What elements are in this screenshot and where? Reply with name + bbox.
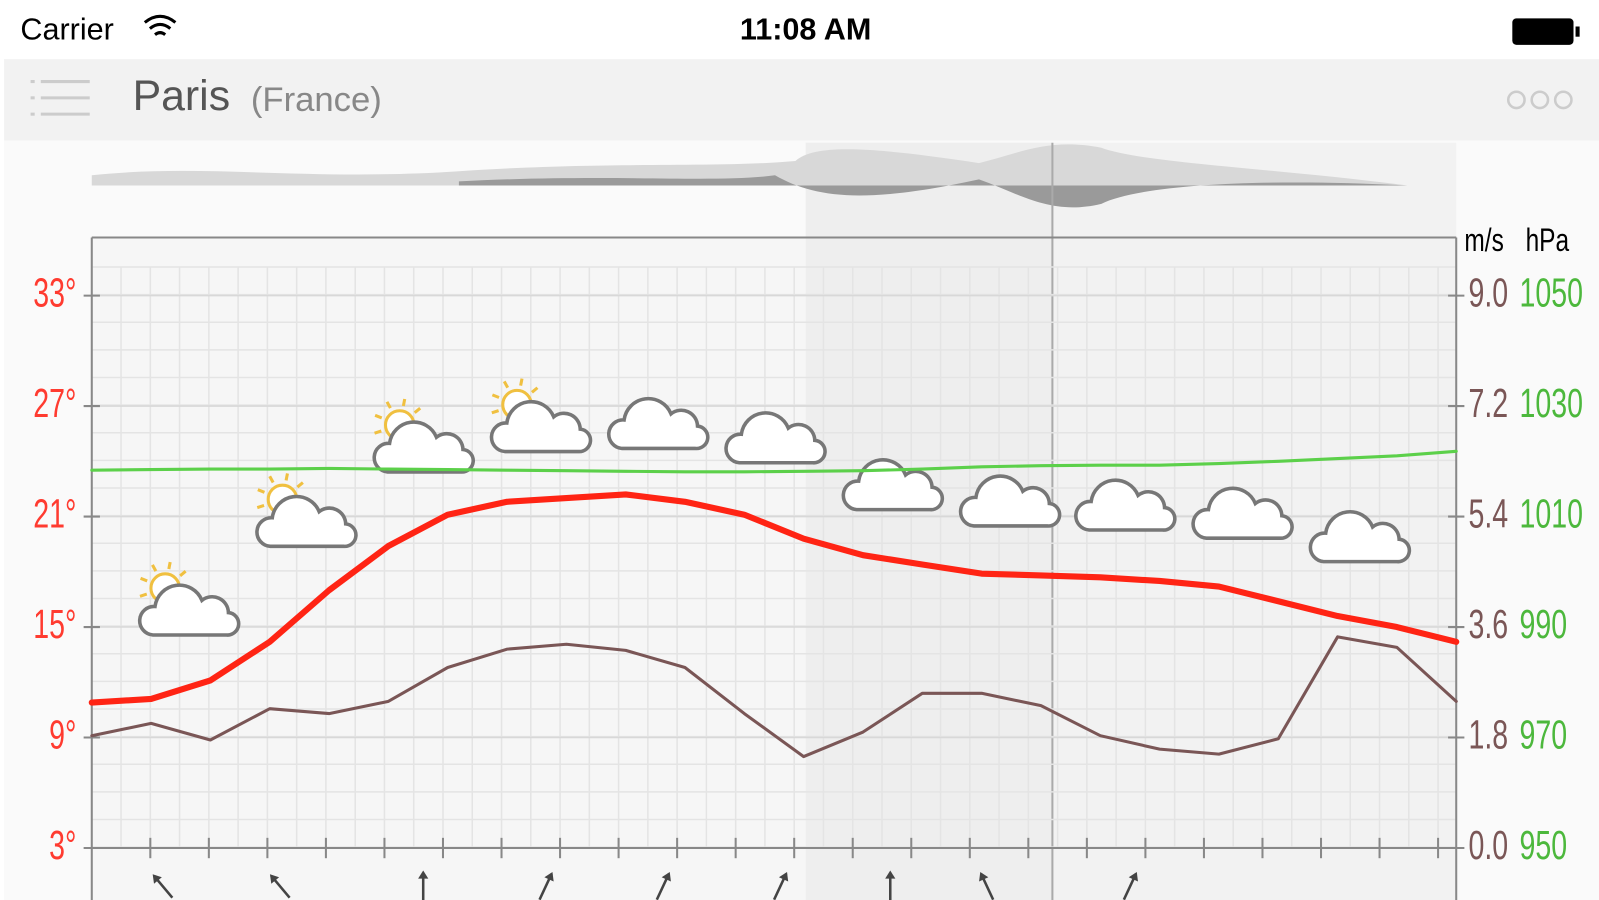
cloud: [958, 474, 1062, 528]
cloud: [489, 399, 593, 454]
y-tick-label: 27°: [33, 381, 76, 426]
y-tick-label: 3.6: [1468, 602, 1508, 647]
cloud: [1308, 510, 1412, 564]
data-line: [88, 491, 1460, 706]
cloud: [724, 411, 827, 465]
carrier: Carrier: [20, 13, 113, 47]
y-tick-label: 1050: [1519, 270, 1583, 315]
y-tick-label: 9°: [49, 712, 76, 757]
cloud: [372, 420, 475, 474]
day-band: [91, 237, 806, 900]
wind-arrow: [418, 870, 429, 900]
sun-ray: [491, 409, 500, 415]
sun-ray: [139, 576, 148, 583]
city-name: Paris: [133, 72, 231, 120]
battery-icon: [1512, 18, 1574, 45]
cloud: [1074, 478, 1177, 532]
y-tick-label: 1030: [1519, 381, 1583, 426]
wind-arrow: [1122, 871, 1138, 900]
cloud: [255, 494, 358, 549]
y-tick-label: 950: [1519, 823, 1567, 868]
precipitation-wave: [91, 144, 1408, 186]
nav-bar: [4, 59, 1599, 141]
clock: 11:08 AM: [740, 13, 871, 47]
sun-ray: [502, 380, 510, 389]
sun-ray: [519, 378, 524, 386]
cloud: [1191, 486, 1294, 540]
y-tick-label: 21°: [33, 491, 76, 536]
sun-ray: [284, 473, 289, 481]
wifi-icon: [143, 14, 177, 36]
y-tick-label: 33°: [33, 270, 76, 315]
y-tick-label: 1010: [1519, 491, 1583, 536]
wind-arrows: [152, 870, 1138, 900]
sun-ray: [268, 475, 275, 484]
precipitation-wave: [458, 175, 1408, 208]
sun-ray: [385, 401, 392, 409]
sun-ray: [151, 564, 158, 572]
sun-ray: [401, 398, 407, 407]
sun-ray: [413, 406, 422, 414]
cloud: [606, 396, 710, 451]
sun-ray: [139, 592, 148, 598]
y-tick-label: 5.4: [1468, 491, 1508, 536]
wind-arrow: [885, 870, 896, 900]
wind-arrow: [979, 871, 995, 900]
wind-arrow: [538, 871, 554, 900]
wind-arrow: [655, 871, 671, 900]
sun-ray: [374, 413, 383, 420]
sun-ray: [491, 393, 500, 399]
menu-button[interactable]: [30, 80, 90, 116]
data-line: [90, 635, 1458, 759]
battery-tip: [1575, 26, 1580, 37]
sun-ray: [374, 429, 382, 435]
wind-arrow: [152, 874, 174, 899]
y-tick-label: 990: [1519, 602, 1567, 647]
y-tick-label: 15°: [33, 602, 76, 647]
y-tick-label: 1.8: [1468, 712, 1508, 757]
y-tick-label: 3°: [49, 823, 76, 868]
y-tick-label: 970: [1519, 712, 1567, 757]
speed-unit: m/s: [1464, 223, 1503, 259]
sun-ray: [296, 481, 304, 489]
data-line: [90, 449, 1458, 474]
country-name: (France): [251, 81, 382, 119]
more-button[interactable]: [1506, 90, 1573, 110]
y-tick-label: 9.0: [1468, 270, 1508, 315]
sun-ray: [257, 488, 266, 494]
weather-icons: [137, 378, 1412, 637]
sun-ray: [179, 570, 187, 577]
pressure-unit: hPa: [1526, 223, 1570, 259]
sun-ray: [256, 503, 265, 510]
y-tick-label: 7.2: [1468, 381, 1508, 426]
wind-arrow: [269, 874, 291, 899]
cloud: [137, 583, 241, 637]
sun-ray: [530, 386, 539, 394]
y-tick-label: 0.0: [1468, 823, 1508, 868]
wind-arrow: [772, 871, 789, 900]
sun-ray: [167, 561, 172, 570]
